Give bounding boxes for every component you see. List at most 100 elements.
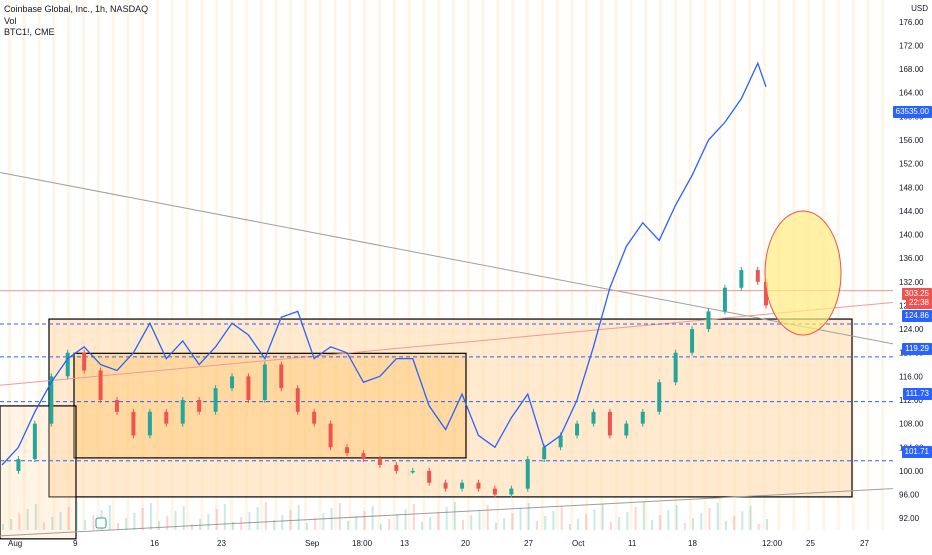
candle[interactable] bbox=[49, 376, 54, 424]
candle[interactable] bbox=[115, 400, 120, 412]
y-axis-tick-label: 144.00 bbox=[899, 207, 924, 216]
volume-bar bbox=[675, 505, 678, 530]
y-axis-tick-label: 176.00 bbox=[899, 18, 924, 27]
candle[interactable] bbox=[410, 470, 415, 473]
volume-bar bbox=[412, 504, 415, 530]
candle[interactable] bbox=[197, 400, 202, 412]
y-axis-tick-label: 92.00 bbox=[899, 514, 920, 523]
volume-bar bbox=[420, 522, 423, 530]
candle[interactable] bbox=[361, 453, 366, 460]
candle[interactable] bbox=[640, 411, 645, 424]
btc-price-tag: 63535.00 bbox=[892, 106, 932, 118]
candle[interactable] bbox=[509, 488, 514, 495]
volume-bar bbox=[486, 505, 489, 530]
candle[interactable] bbox=[558, 435, 563, 448]
session-band bbox=[540, 0, 544, 530]
session-band bbox=[215, 0, 219, 530]
candle[interactable] bbox=[764, 281, 768, 306]
x-axis-tick-label: 13 bbox=[400, 539, 409, 548]
candle[interactable] bbox=[460, 482, 465, 489]
target-ellipse[interactable] bbox=[764, 210, 842, 336]
candle[interactable] bbox=[345, 447, 350, 454]
candle[interactable] bbox=[98, 370, 103, 400]
symbol-title[interactable]: Coinbase Global, Inc., 1h, NASDAQ bbox=[4, 4, 149, 14]
candle[interactable] bbox=[82, 352, 87, 371]
candle[interactable] bbox=[690, 329, 695, 353]
volume-bar bbox=[355, 516, 358, 530]
session-band bbox=[570, 0, 574, 530]
candle[interactable] bbox=[246, 376, 251, 400]
volume-bar bbox=[158, 521, 161, 530]
btc-compare-line[interactable] bbox=[1, 61, 767, 466]
earnings-marker-icon[interactable] bbox=[95, 517, 107, 529]
candle[interactable] bbox=[492, 488, 497, 495]
candle[interactable] bbox=[16, 459, 21, 471]
candle[interactable] bbox=[131, 411, 136, 436]
currency-label[interactable]: USD bbox=[911, 4, 928, 13]
range-zone-inner[interactable] bbox=[73, 352, 467, 459]
candle[interactable] bbox=[295, 388, 300, 412]
volume-bar bbox=[273, 520, 276, 530]
candle[interactable] bbox=[722, 287, 727, 312]
volume-bar bbox=[281, 515, 284, 530]
volume-bar bbox=[659, 515, 662, 530]
candle[interactable] bbox=[575, 423, 580, 436]
session-band bbox=[244, 0, 248, 530]
candle[interactable] bbox=[476, 482, 481, 489]
candle[interactable] bbox=[657, 382, 662, 412]
candle[interactable] bbox=[213, 388, 218, 412]
volume-bar bbox=[182, 506, 185, 530]
volume-bar bbox=[593, 509, 596, 530]
compare-symbol-label[interactable]: BTC1!, CME bbox=[4, 27, 55, 37]
session-band bbox=[67, 0, 71, 530]
candle[interactable] bbox=[279, 364, 284, 389]
session-band bbox=[748, 0, 751, 530]
volume-bar bbox=[462, 520, 465, 530]
candle[interactable] bbox=[607, 411, 612, 436]
candle[interactable] bbox=[32, 423, 37, 460]
candle[interactable] bbox=[591, 411, 596, 424]
candle[interactable] bbox=[328, 423, 333, 448]
candle[interactable] bbox=[542, 447, 547, 460]
candle[interactable] bbox=[739, 270, 744, 288]
candle[interactable] bbox=[312, 411, 317, 424]
volume-bar bbox=[338, 503, 341, 530]
session-band bbox=[703, 0, 707, 530]
x-axis-tick-label: Aug bbox=[8, 539, 22, 548]
volume-bar bbox=[527, 503, 530, 530]
candle[interactable] bbox=[706, 311, 711, 330]
chart-legend: Coinbase Global, Inc., 1h, NASDAQ Vol BT… bbox=[4, 4, 148, 39]
session-band bbox=[866, 0, 870, 530]
candle[interactable] bbox=[624, 423, 629, 436]
volume-bar bbox=[683, 523, 686, 530]
candle[interactable] bbox=[443, 482, 448, 489]
session-band bbox=[452, 0, 455, 530]
volume-bar bbox=[18, 514, 21, 530]
candle[interactable] bbox=[377, 459, 382, 465]
session-band bbox=[22, 0, 26, 530]
volume-indicator-label[interactable]: Vol bbox=[4, 15, 17, 26]
candle[interactable] bbox=[230, 376, 235, 389]
candle[interactable] bbox=[673, 352, 678, 383]
candle[interactable] bbox=[262, 364, 267, 400]
trend-line-support[interactable] bbox=[0, 488, 894, 537]
candle[interactable] bbox=[755, 270, 760, 282]
candle[interactable] bbox=[427, 470, 432, 483]
candle[interactable] bbox=[525, 459, 530, 489]
volume-bar bbox=[577, 519, 580, 530]
session-band bbox=[496, 0, 500, 530]
volume-bar bbox=[568, 524, 571, 530]
x-axis-tick-label: 18 bbox=[688, 539, 697, 548]
trend-line-descending[interactable] bbox=[0, 172, 894, 345]
trend-line-ascending[interactable] bbox=[0, 302, 894, 386]
volume-bar bbox=[519, 508, 522, 530]
volume-bar bbox=[248, 512, 251, 530]
candle[interactable] bbox=[164, 411, 169, 424]
candle[interactable] bbox=[180, 400, 185, 424]
range-zone-left[interactable] bbox=[0, 405, 77, 540]
candle[interactable] bbox=[394, 465, 399, 471]
candle[interactable] bbox=[65, 352, 70, 377]
candle[interactable] bbox=[147, 411, 152, 436]
